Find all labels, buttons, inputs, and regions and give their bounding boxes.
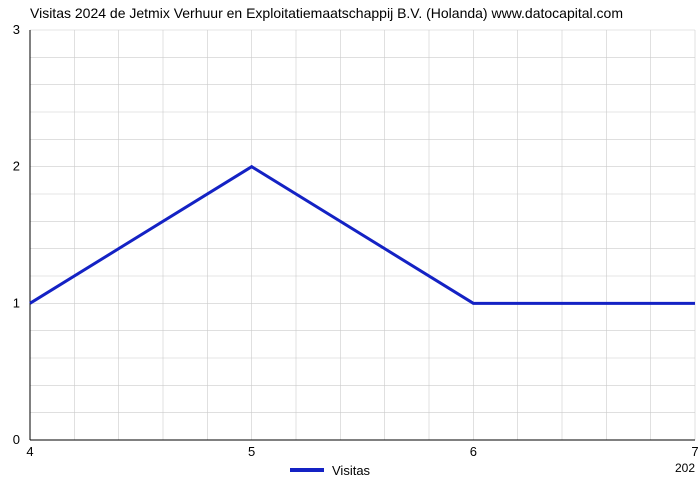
y-tick: 2 — [13, 159, 20, 174]
y-tick: 1 — [13, 295, 20, 310]
chart-title: Visitas 2024 de Jetmix Verhuur en Exploi… — [30, 5, 623, 21]
x-tick: 7 — [691, 444, 698, 459]
visitas-series-line — [30, 167, 695, 304]
corner-label: 202 — [675, 461, 695, 475]
y-tick: 0 — [13, 432, 20, 447]
legend-label: Visitas — [332, 463, 371, 478]
y-tick-labels: 0 1 2 3 — [13, 22, 20, 447]
legend: Visitas — [290, 463, 371, 478]
x-tick: 4 — [26, 444, 33, 459]
x-tick: 6 — [470, 444, 477, 459]
x-tick-labels: 4 5 6 7 — [26, 444, 698, 459]
y-tick: 3 — [13, 22, 20, 37]
line-chart: Visitas 2024 de Jetmix Verhuur en Exploi… — [0, 0, 700, 500]
x-tick: 5 — [248, 444, 255, 459]
